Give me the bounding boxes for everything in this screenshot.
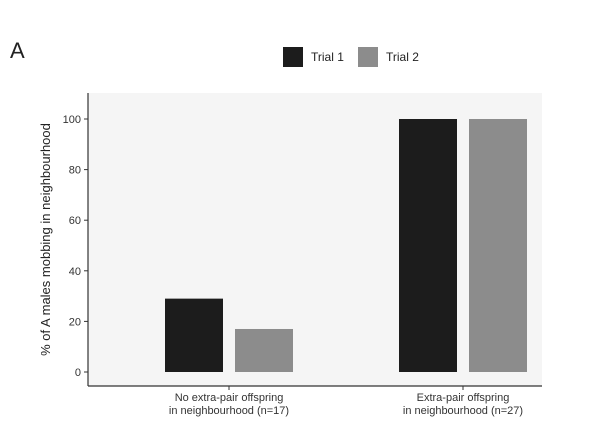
x-category-label-line: in neighbourhood (n=17) <box>169 405 289 417</box>
panel-label: A <box>10 38 25 63</box>
plot-panel-background <box>88 93 542 386</box>
y-tick-label-100: 100 <box>63 114 81 126</box>
x-category-label-line: No extra-pair offspring <box>175 392 284 404</box>
legend: Trial 1 Trial 2 <box>283 47 419 67</box>
x-category-label-1: No extra-pair offspring in neighbourhood … <box>169 392 289 417</box>
y-axis-title: % of A males mobbing in neighbourhood <box>38 123 53 356</box>
y-tick-label-60: 60 <box>69 215 81 227</box>
legend-key-trial-1 <box>283 47 303 67</box>
y-tick-label-40: 40 <box>69 266 81 278</box>
bar-trial-2-cat-2 <box>469 119 527 372</box>
legend-key-trial-2 <box>358 47 378 67</box>
bar-trial-1-cat-1 <box>165 298 223 372</box>
y-tick-label-0: 0 <box>75 367 81 379</box>
bars-group <box>165 119 527 372</box>
y-tick-label-80: 80 <box>69 165 81 177</box>
bar-trial-1-cat-2 <box>399 119 457 372</box>
x-category-label-line: in neighbourhood (n=27) <box>403 405 523 417</box>
legend-label-trial-2: Trial 2 <box>386 50 419 64</box>
x-category-label-2: Extra-pair offspring in neighbourhood (n=… <box>403 392 523 417</box>
bar-trial-2-cat-1 <box>235 328 293 372</box>
y-tick-label-20: 20 <box>69 316 81 328</box>
x-category-label-line: Extra-pair offspring <box>417 392 510 404</box>
legend-label-trial-1: Trial 1 <box>311 50 344 64</box>
